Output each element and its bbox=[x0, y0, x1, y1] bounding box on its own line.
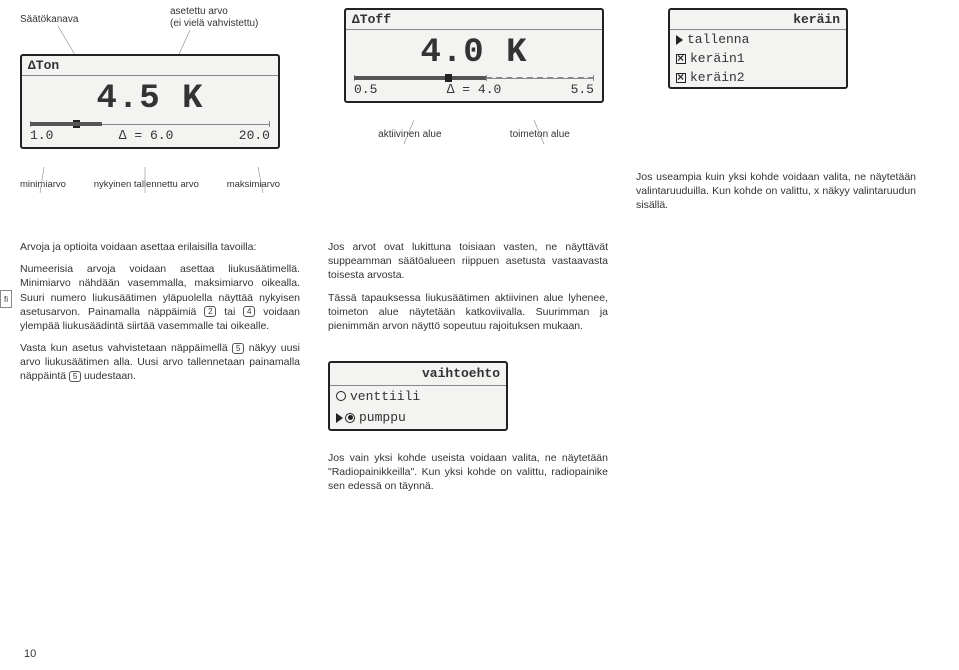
option-pumppu-label: pumppu bbox=[359, 409, 406, 427]
label-min: minimiarvo bbox=[20, 179, 66, 190]
label-channel: Säätökanava bbox=[20, 14, 78, 25]
c1-p2: Numeerisia arvoja voidaan asettaa liukus… bbox=[20, 262, 300, 333]
c1-p1: Arvoja ja optioita voidaan asettaa erila… bbox=[20, 240, 300, 254]
lcd-toff-title: ∆Toff bbox=[346, 10, 602, 30]
key-5b-icon: 5 bbox=[69, 371, 81, 382]
c3-p1: Jos useampia kuin yksi kohde voidaan val… bbox=[636, 170, 916, 213]
lcd-ton-value: 4.5 K bbox=[22, 76, 278, 118]
label-active: aktiivinen alue bbox=[378, 129, 441, 140]
lcd-kerain-title: keräin bbox=[670, 10, 846, 30]
lcd-vaihtoehto-title: vaihtoehto bbox=[330, 363, 506, 386]
lcd-toff: ∆Toff 4.0 K 0.5 ∆ = 4.0 5.5 bbox=[344, 8, 604, 103]
lcd-toff-min: 0.5 bbox=[354, 82, 377, 97]
kerain-2[interactable]: keräin2 bbox=[670, 68, 846, 87]
lcd-ton-title: ∆Ton bbox=[22, 56, 278, 76]
key-2-icon: 2 bbox=[204, 306, 216, 317]
kerain-save-label: tallenna bbox=[687, 32, 749, 47]
lcd-toff-value: 4.0 K bbox=[346, 30, 602, 72]
label-setvalue1: asetettu arvo bbox=[170, 6, 228, 17]
c2-p3: Jos vain yksi kohde useista voidaan vali… bbox=[328, 451, 608, 494]
lcd-toff-slider bbox=[354, 74, 594, 82]
kerain-1-label: keräin1 bbox=[690, 51, 745, 66]
label-setvalue2: (ei vielä vahvistettu) bbox=[170, 18, 258, 29]
kerain-1[interactable]: keräin1 bbox=[670, 49, 846, 68]
language-tab: fi bbox=[0, 290, 12, 308]
triangle-icon bbox=[336, 413, 343, 423]
key-4-icon: 4 bbox=[243, 306, 255, 317]
page-number: 10 bbox=[24, 648, 36, 660]
lcd-ton: ∆Ton 4.5 K 1.0 ∆ = 6.0 20.0 bbox=[20, 54, 280, 149]
kerain-save[interactable]: tallenna bbox=[670, 30, 846, 49]
lcd-ton-mid: ∆ = 6.0 bbox=[119, 128, 174, 143]
checkbox-icon bbox=[676, 54, 686, 64]
label-max: maksimiarvo bbox=[227, 179, 280, 190]
key-5-icon: 5 bbox=[232, 343, 244, 354]
label-inactive: toimeton alue bbox=[510, 129, 570, 140]
lcd-toff-max: 5.5 bbox=[571, 82, 594, 97]
lcd-vaihtoehto: vaihtoehto venttiili pumppu bbox=[328, 361, 508, 431]
radio-icon bbox=[336, 391, 346, 401]
lcd-ton-max: 20.0 bbox=[239, 128, 270, 143]
kerain-2-label: keräin2 bbox=[690, 70, 745, 85]
c1-p3: Vasta kun asetus vahvistetaan näppäimell… bbox=[20, 341, 300, 384]
column-3: Jos useampia kuin yksi kohde voidaan val… bbox=[636, 170, 916, 501]
lcd-ton-min: 1.0 bbox=[30, 128, 53, 143]
c2-p2: Tässä tapauksessa liukusäätimen aktiivin… bbox=[328, 291, 608, 334]
option-venttiili[interactable]: venttiili bbox=[330, 386, 506, 408]
triangle-icon bbox=[676, 35, 683, 45]
radio-filled-icon bbox=[345, 413, 355, 423]
option-venttiili-label: venttiili bbox=[350, 388, 420, 406]
checkbox-icon bbox=[676, 73, 686, 83]
lcd-ton-slider bbox=[30, 120, 270, 128]
column-1: Arvoja ja optioita voidaan asettaa erila… bbox=[20, 240, 300, 501]
c2-p1: Jos arvot ovat lukittuna toisiaan vasten… bbox=[328, 240, 608, 283]
lcd-kerain: keräin tallenna keräin1 keräin2 bbox=[668, 8, 848, 89]
lcd-toff-mid: ∆ = 4.0 bbox=[447, 82, 502, 97]
column-2: Jos arvot ovat lukittuna toisiaan vasten… bbox=[328, 240, 608, 501]
option-pumppu[interactable]: pumppu bbox=[330, 407, 506, 429]
label-current: nykyinen tallennettu arvo bbox=[94, 179, 199, 190]
